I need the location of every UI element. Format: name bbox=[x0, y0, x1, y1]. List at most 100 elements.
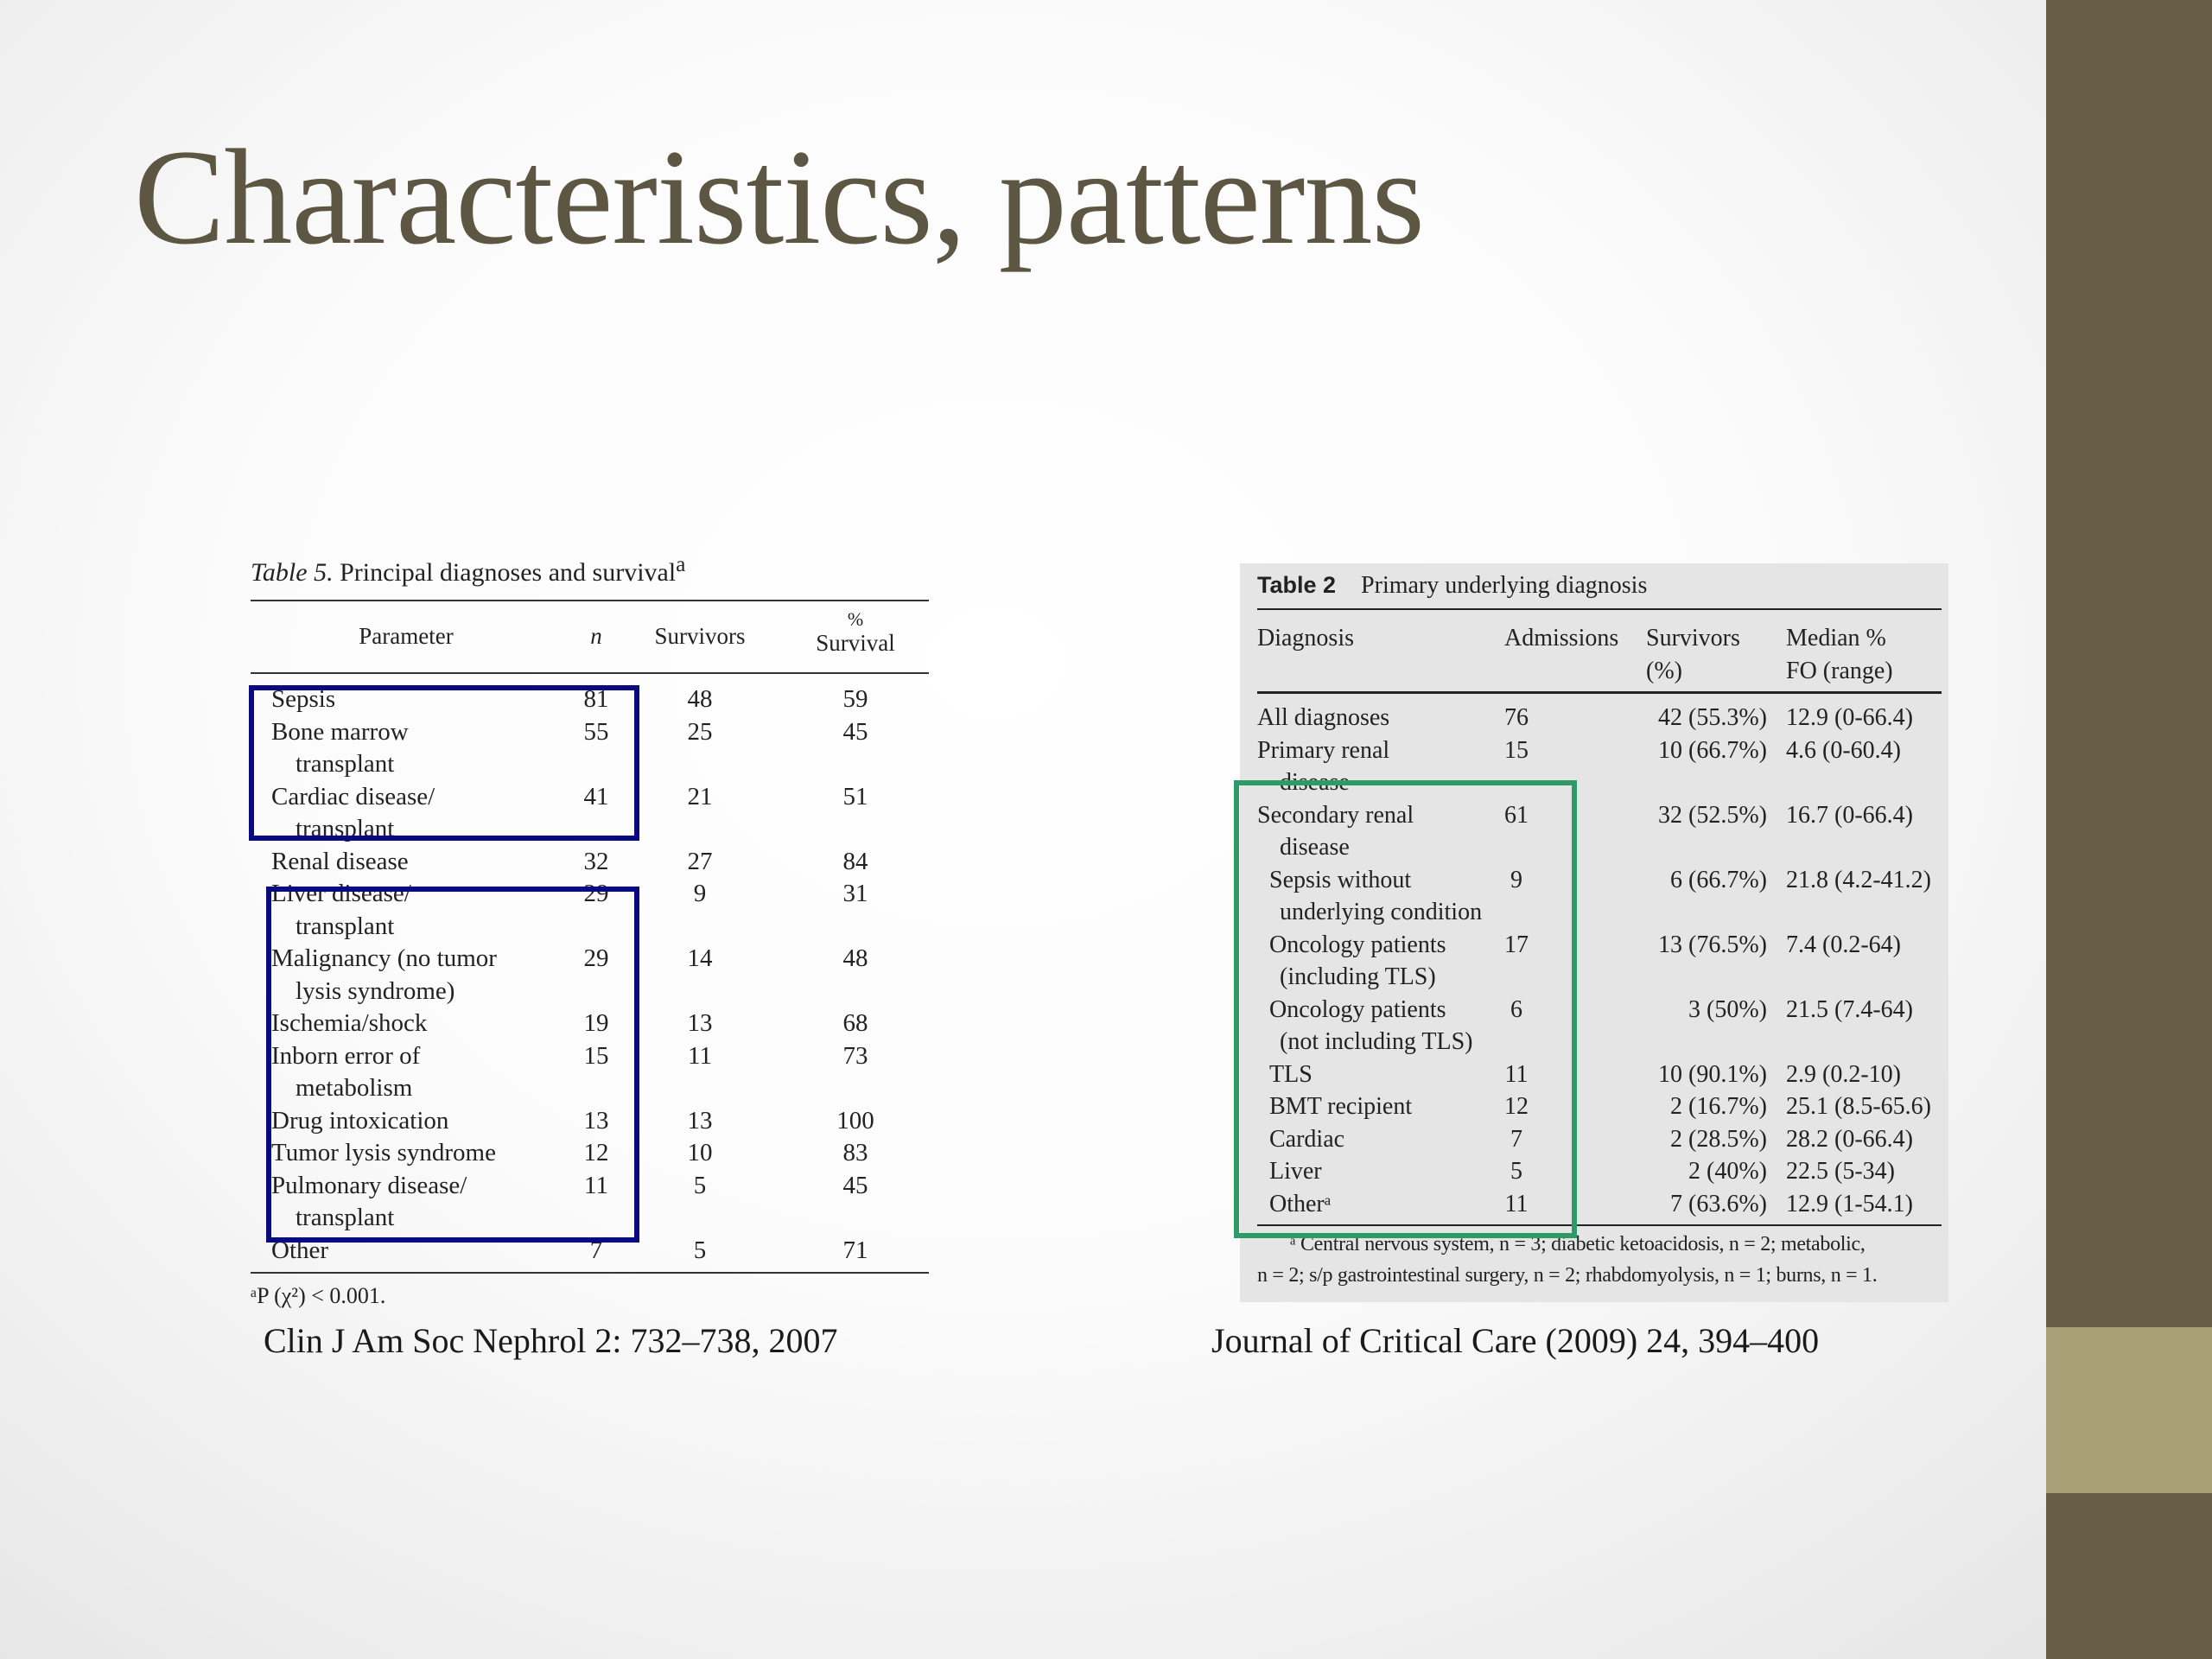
table-5-cell-n: 19 bbox=[583, 1009, 609, 1037]
table-row: Renal disease 32 27 84 bbox=[251, 845, 929, 878]
table-2-cell-survivors: 13 (76.5%) bbox=[1658, 931, 1767, 958]
table-2-footnote: ᵃ Central nervous system, n = 3; diabeti… bbox=[1257, 1229, 1878, 1291]
table-row: Ischemia/shock 19 13 68 bbox=[251, 1007, 929, 1039]
table-5-cell-n: 13 bbox=[583, 1106, 609, 1135]
table-5-cell-pct: 83 bbox=[842, 1139, 868, 1166]
table-row: All diagnoses 76 42 (55.3%) 12.9 (0-66.4) bbox=[1240, 702, 1948, 734]
table-row: lysis syndrome) bbox=[251, 975, 929, 1007]
table-2-caption: Table 2 Primary underlying diagnosis bbox=[1257, 572, 1647, 600]
table-5-cell-n: 55 bbox=[583, 717, 609, 746]
table-5-cell-pct: 100 bbox=[836, 1106, 874, 1135]
table-row: (not including TLS) bbox=[1240, 1026, 1948, 1058]
table-5-cell-survivors: 48 bbox=[687, 685, 713, 713]
table-row: TLS 11 10 (90.1%) 2.9 (0.2-10) bbox=[1240, 1058, 1948, 1091]
table-2-header-admissions: Admissions bbox=[1504, 625, 1619, 652]
table-2-cell-survivors: 6 (66.7%) bbox=[1670, 866, 1767, 893]
table-2-cell-diagnosis: Primary renal bbox=[1257, 736, 1390, 764]
table-5-caption-sup: a bbox=[676, 553, 686, 576]
table-row: disease bbox=[1240, 831, 1948, 864]
table-2-cell-fo: 22.5 (5-34) bbox=[1786, 1158, 1895, 1185]
table-row: Liver 5 2 (40%) 22.5 (5-34) bbox=[1240, 1155, 1948, 1188]
table-5-cell-n: 29 bbox=[583, 880, 609, 907]
table-2-cell-survivors: 10 (90.1%) bbox=[1658, 1060, 1767, 1088]
table-5-header-rule bbox=[251, 672, 929, 674]
table-2-cell-diagnosis: Oncology patients bbox=[1269, 995, 1446, 1023]
table-2-cell-fo: 21.5 (7.4-64) bbox=[1786, 995, 1913, 1023]
table-2-cell-admissions: 17 bbox=[1504, 931, 1529, 958]
table-2-cell-diagnosis: TLS bbox=[1269, 1060, 1313, 1088]
table-row: Oncology patients 17 13 (76.5%) 7.4 (0.2-64… bbox=[1240, 929, 1948, 962]
table-2-cell-diagnosis: All diagnoses bbox=[1257, 704, 1390, 731]
table-5-cell-survivors: 11 bbox=[688, 1041, 712, 1070]
table-row: metabolism bbox=[251, 1071, 929, 1104]
table-5-cell-survivors: 27 bbox=[687, 847, 713, 875]
table-5-cell-n: 29 bbox=[583, 944, 609, 972]
table-row: Malignancy (no tumor 29 14 48 bbox=[251, 942, 929, 975]
table-2-cell-survivors: 2 (28.5%) bbox=[1670, 1125, 1767, 1153]
table-2-header-diagnosis: Diagnosis bbox=[1257, 625, 1354, 652]
table-2-cell-diagnosis: Oncology patients bbox=[1269, 931, 1446, 958]
table-row: Drug intoxication 13 13 100 bbox=[251, 1104, 929, 1137]
table-row: Primary renal 15 10 (66.7%) 4.6 (0-60.4) bbox=[1240, 734, 1948, 767]
table-2-top-rule bbox=[1257, 608, 1942, 610]
table-5-cell-n: 11 bbox=[584, 1171, 608, 1199]
table-5-cell-parameter: transplant bbox=[296, 912, 395, 940]
table-5-cell-pct: 45 bbox=[842, 1171, 868, 1199]
table-row: transplant bbox=[251, 747, 929, 780]
table-5-caption-text: Principal diagnoses and survival bbox=[340, 558, 677, 587]
table-2-cell-survivors: 2 (40%) bbox=[1688, 1158, 1767, 1185]
table-5-cell-n: 12 bbox=[583, 1139, 609, 1166]
table-2-cell-admissions: 76 bbox=[1504, 704, 1529, 731]
table-2-cell-diagnosis: underlying condition bbox=[1280, 899, 1483, 925]
table-2-cell-diagnosis: Otherᵃ bbox=[1269, 1190, 1332, 1217]
table-2-cell-diagnosis: Cardiac bbox=[1269, 1125, 1345, 1153]
table-row: Pulmonary disease/11 5 45 bbox=[251, 1169, 929, 1202]
table-5-cell-survivors: 5 bbox=[693, 1236, 707, 1264]
table-2-cell-diagnosis: BMT recipient bbox=[1269, 1093, 1413, 1120]
table-2-cell-diagnosis: (including TLS) bbox=[1280, 963, 1436, 990]
table-2-cell-survivors: 10 (66.7%) bbox=[1658, 736, 1767, 764]
table-2-cell-diagnosis: Liver bbox=[1269, 1158, 1322, 1185]
table-row: Oncology patients 6 3 (50%) 21.5 (7.4-64) bbox=[1240, 994, 1948, 1027]
table-5-cell-parameter: Renal disease bbox=[271, 847, 409, 875]
table-2-cell-diagnosis: Sepsis without bbox=[1269, 866, 1412, 893]
table-2-cell-admissions: 6 bbox=[1510, 995, 1522, 1023]
table-2-caption-label: Table 2 bbox=[1257, 572, 1337, 598]
table-5-top-rule bbox=[251, 600, 929, 601]
table-row: Secondary renal 61 32 (52.5%) 16.7 (0-66.4) bbox=[1240, 799, 1948, 832]
table-5-cell-n: 32 bbox=[583, 847, 609, 875]
table-5-cell-pct: 31 bbox=[842, 880, 868, 907]
table-5-cell-parameter: Ischemia/shock bbox=[271, 1009, 428, 1037]
table-5-citation: Clin J Am Soc Nephrol 2: 732–738, 2007 bbox=[264, 1321, 838, 1360]
table-row: Otherᵃ 11 7 (63.6%) 12.9 (1-54.1) bbox=[1240, 1188, 1948, 1221]
table-5-cell-pct: 84 bbox=[842, 847, 868, 875]
table-5-cell-survivors: 9 bbox=[693, 880, 707, 907]
table-2-cell-fo: 21.8 (4.2-41.2) bbox=[1786, 866, 1931, 893]
table-row: Cardiac 7 2 (28.5%) 28.2 (0-66.4) bbox=[1240, 1123, 1948, 1156]
table-row: (including TLS) bbox=[1240, 961, 1948, 994]
table-5-cell-survivors: 13 bbox=[687, 1106, 713, 1135]
table-5-cell-n: 15 bbox=[583, 1041, 609, 1070]
table-2-header-survivors: Survivors (%) bbox=[1646, 622, 1740, 688]
table-5-header-pct-symbol: % bbox=[847, 608, 864, 630]
table-row: Sepsis without 9 6 (66.7%) 21.8 (4.2-41.2) bbox=[1240, 864, 1948, 897]
table-5-footnote: ᵃP (χ²) < 0.001. bbox=[251, 1283, 386, 1308]
table-row: underlying condition bbox=[1240, 896, 1948, 929]
table-2-cell-admissions: 12 bbox=[1504, 1093, 1529, 1120]
table-2-cell-admissions: 11 bbox=[1504, 1190, 1529, 1217]
table-2-footnote-line2: n = 2; s/p gastrointestinal surgery, n =… bbox=[1257, 1264, 1878, 1287]
table-5-header-pct-word: Survival bbox=[816, 630, 895, 656]
table-5-cell-survivors: 21 bbox=[687, 782, 713, 810]
table-2-header-fo: Median % FO (range) bbox=[1786, 622, 1893, 688]
table-5-cell-pct: 73 bbox=[842, 1041, 868, 1070]
table-2-cell-survivors: 2 (16.7%) bbox=[1670, 1093, 1767, 1120]
table-5-cell-parameter: lysis syndrome) bbox=[296, 976, 455, 1005]
table-2-header-survivors-line2: (%) bbox=[1646, 658, 1682, 684]
table-5-cell-survivors: 13 bbox=[687, 1009, 713, 1037]
table-2-header-fo-line1: Median % bbox=[1786, 625, 1886, 652]
table-2-cell-diagnosis: Secondary renal bbox=[1257, 801, 1414, 829]
table-row: Cardiac disease/41 21 51 bbox=[251, 780, 929, 813]
table-2-cell-survivors: 7 (63.6%) bbox=[1670, 1190, 1767, 1217]
table-5-cell-parameter: Bone marrow bbox=[271, 717, 409, 746]
table-row: transplant bbox=[251, 910, 929, 943]
